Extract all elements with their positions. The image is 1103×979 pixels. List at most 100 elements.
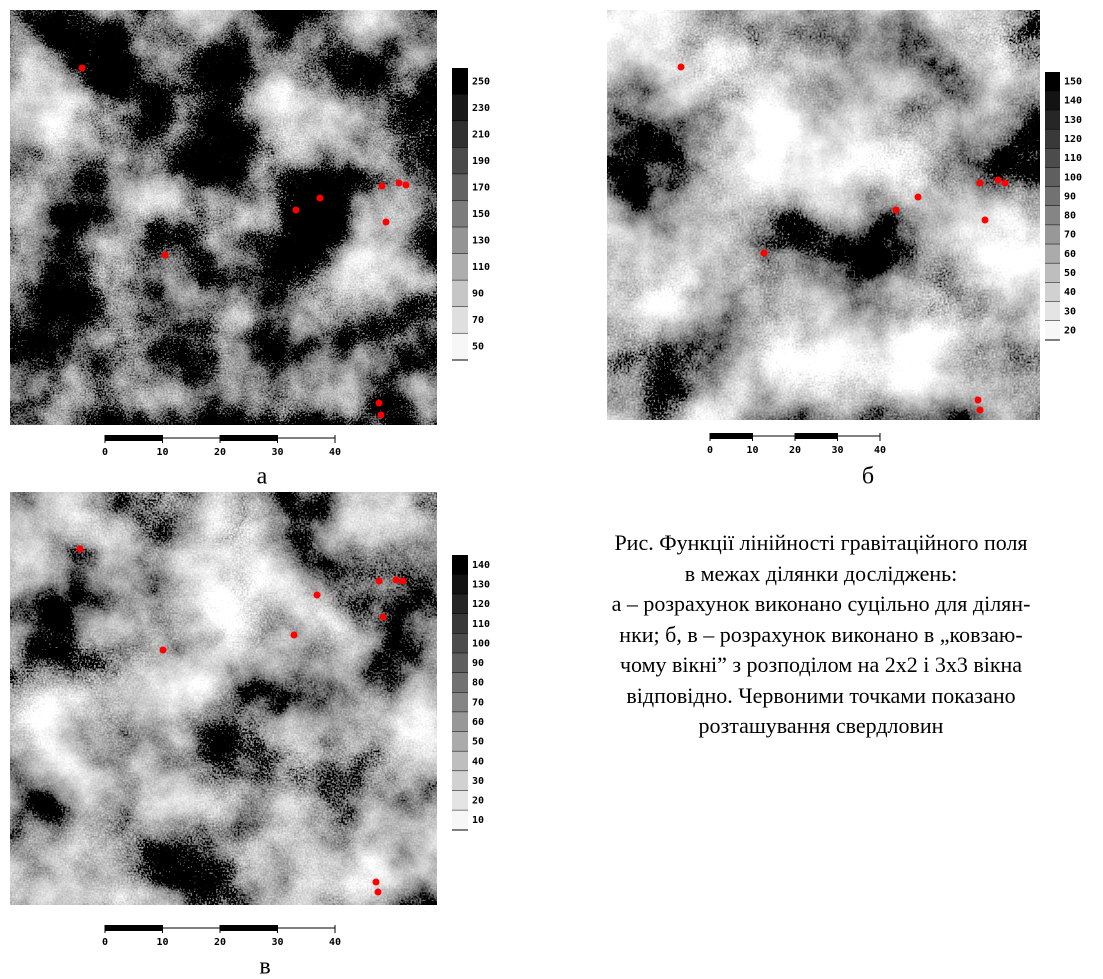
scale-label: 40 (874, 445, 886, 456)
well-marker (317, 195, 324, 202)
scale-label: 30 (271, 937, 283, 948)
colorbar-segment (1045, 110, 1060, 130)
scale-label: 30 (831, 445, 843, 456)
colorbar-segment (1045, 149, 1060, 169)
figure: 250230210190170150130110907050010203040а… (0, 0, 1103, 979)
colorbar-segment (452, 333, 468, 360)
colorbar-segment (452, 771, 468, 791)
scale-label: 10 (156, 937, 168, 948)
colorbar-label: 40 (472, 756, 484, 767)
well-marker (761, 250, 768, 257)
caption-line: відповідно. Червоними точками показано (538, 681, 1103, 712)
map (607, 10, 1040, 420)
well-marker (373, 879, 380, 886)
well-marker (79, 65, 86, 72)
scale-label: 0 (707, 445, 713, 456)
colorbar-label: 20 (1064, 325, 1076, 336)
colorbar-segment (1045, 302, 1060, 322)
colorbar-segment (1045, 321, 1060, 341)
panel-label: б (862, 464, 874, 490)
colorbar-segment (452, 673, 468, 693)
colorbar-label: 90 (1064, 191, 1076, 202)
colorbar-label: 100 (472, 638, 490, 649)
scale-label: 20 (214, 937, 226, 948)
well-marker (383, 219, 390, 226)
colorbar-segment (452, 810, 468, 830)
colorbar-segment (452, 201, 468, 228)
scale-segment (105, 925, 163, 931)
colorbar-label: 90 (472, 658, 484, 669)
panel-label: а (257, 464, 268, 490)
scale-label: 20 (789, 445, 801, 456)
colorbar-segment (1045, 91, 1060, 111)
colorbar-segment (452, 254, 468, 281)
well-marker (314, 592, 321, 599)
well-marker (379, 183, 386, 190)
caption-line: в межах ділянки досліджень: (538, 559, 1103, 590)
well-marker (77, 546, 84, 553)
colorbar-segment (1045, 206, 1060, 226)
colorbar-label: 120 (472, 599, 490, 610)
colorbar-segment (452, 791, 468, 811)
colorbar-label: 140 (1064, 96, 1082, 107)
colorbar-label: 80 (472, 678, 484, 689)
colorbar-segment (452, 712, 468, 732)
colorbar-label: 40 (1064, 287, 1076, 298)
scale-segment (220, 435, 278, 441)
colorbar-label: 60 (1064, 249, 1076, 260)
colorbar-label: 30 (472, 776, 484, 787)
colorbar-label: 20 (472, 796, 484, 807)
well-marker (375, 889, 382, 896)
colorbar-segment (452, 732, 468, 752)
caption-line: а – розрахунок виконано суцільно для діл… (538, 589, 1103, 620)
colorbar-segment (1045, 283, 1060, 303)
colorbar-segment (452, 693, 468, 713)
colorbar-label: 10 (472, 815, 484, 826)
caption-line: чому вікні” з розподілом на 2х2 і 3х3 ві… (538, 650, 1103, 681)
well-marker (1002, 180, 1009, 187)
colorbar-label: 110 (472, 619, 490, 630)
caption-line: розташування свердловин (538, 711, 1103, 742)
colorbar-label: 110 (1064, 153, 1082, 164)
colorbar-label: 140 (472, 560, 490, 571)
colorbar-label: 130 (1064, 115, 1082, 126)
colorbar-label: 130 (472, 236, 490, 247)
well-marker (376, 578, 383, 585)
colorbar-segment (1045, 72, 1060, 92)
colorbar-label: 250 (472, 76, 490, 87)
well-marker (291, 632, 298, 639)
well-marker (995, 177, 1002, 184)
scale-label: 20 (214, 447, 226, 458)
colorbar-segment (452, 68, 468, 95)
well-marker (915, 194, 922, 201)
well-marker (376, 400, 383, 407)
well-marker (162, 252, 169, 259)
well-marker (378, 412, 385, 419)
colorbar-label: 230 (472, 103, 490, 114)
colorbar-label: 110 (472, 262, 490, 273)
panel-label: в (259, 954, 270, 979)
colorbar-label: 70 (1064, 230, 1076, 241)
well-marker (982, 217, 989, 224)
colorbar-label: 190 (472, 156, 490, 167)
colorbar-label: 50 (472, 342, 484, 353)
well-marker (160, 647, 167, 654)
colorbar-segment (452, 653, 468, 673)
colorbar-segment (1045, 129, 1060, 149)
colorbar-label: 150 (1064, 77, 1082, 88)
colorbar-label: 120 (1064, 134, 1082, 145)
well-marker (977, 180, 984, 187)
colorbar-segment (452, 95, 468, 122)
caption-line: нки; б, в – розрахунок виконано в „ковза… (538, 620, 1103, 651)
colorbar-segment (452, 174, 468, 201)
well-marker (403, 182, 410, 189)
scale-label: 10 (156, 447, 168, 458)
well-marker (678, 64, 685, 71)
colorbar-segment (452, 594, 468, 614)
colorbar-label: 50 (472, 737, 484, 748)
colorbar-segment (452, 555, 468, 575)
caption-line: Рис. Функції лінійності гравітаційного п… (538, 528, 1103, 559)
colorbar-label: 50 (1064, 268, 1076, 279)
scale-segment (710, 433, 753, 439)
well-marker (293, 207, 300, 214)
